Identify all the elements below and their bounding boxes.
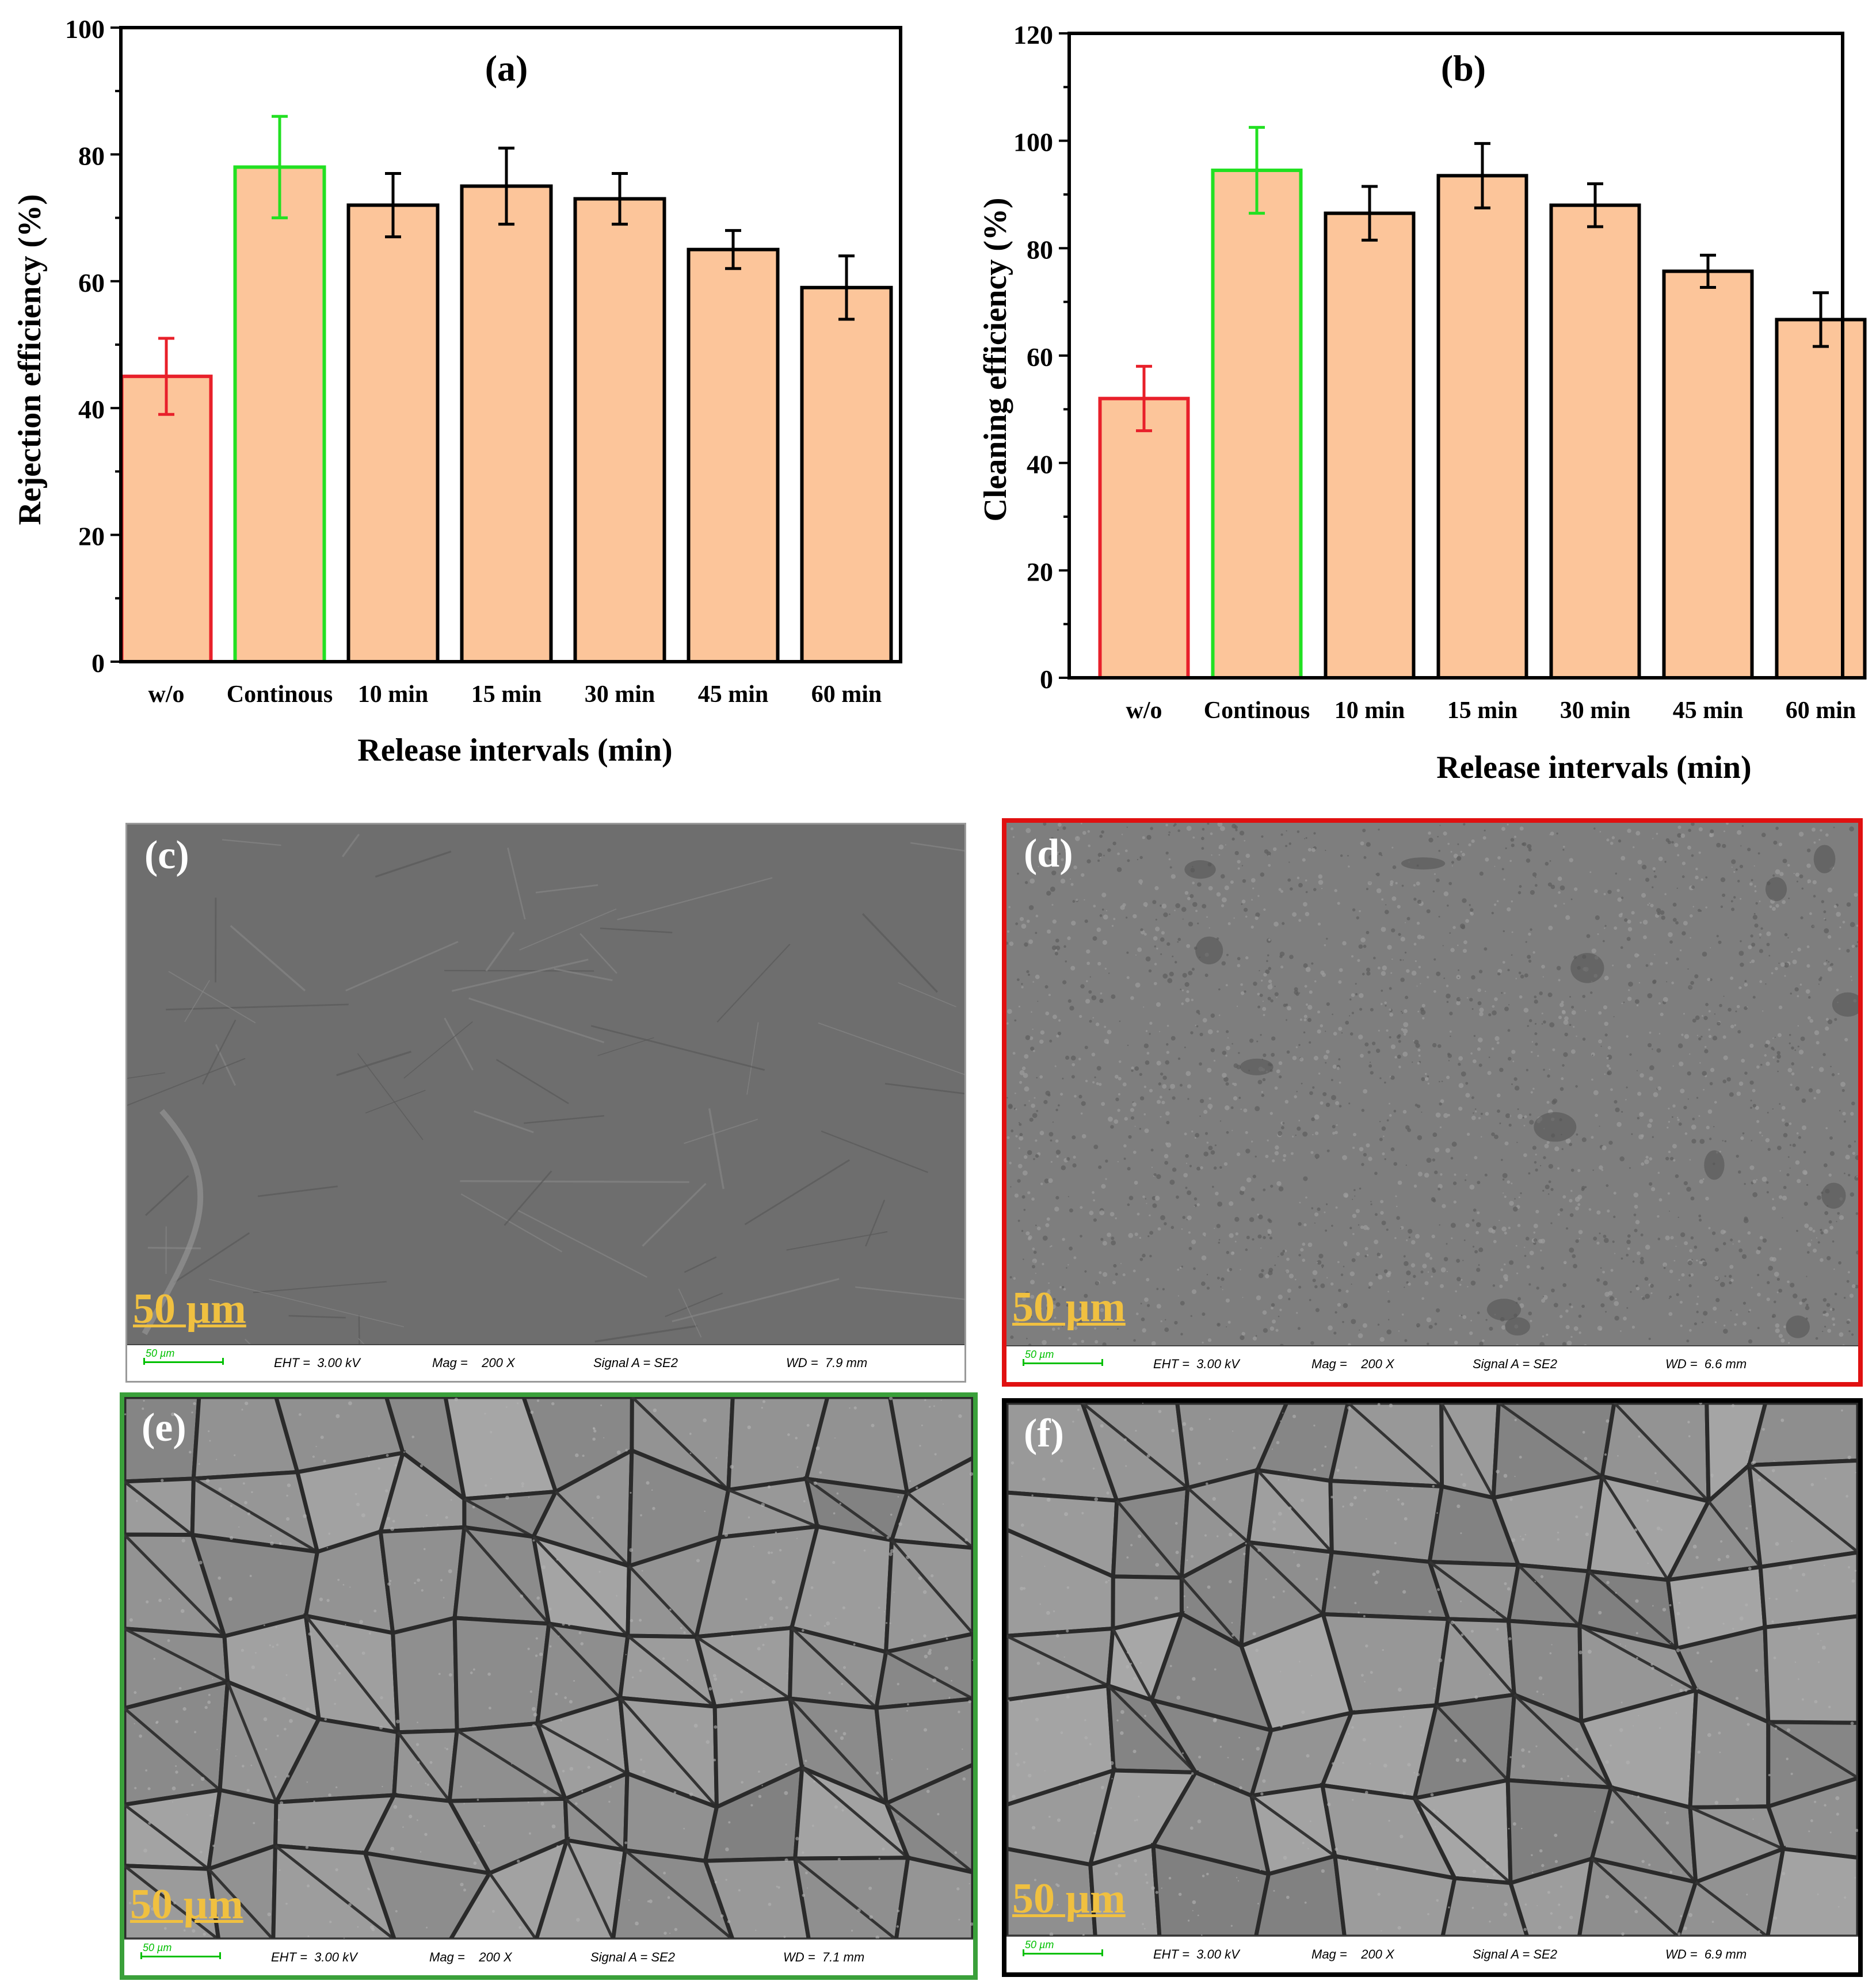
chart-a-bar-3 [460,184,553,663]
chart-b-y-tick-label: 60 [1027,342,1053,372]
sem-d-mag: Mag = 200 X [1311,1357,1394,1371]
sem-d-wd: WD = 6.6 mm [1665,1357,1747,1371]
chart-b-y-tick-label: 20 [1027,557,1053,586]
sem-e-signal: Signal A = SE2 [590,1950,675,1964]
chart-b-x-tick-label: 10 min [1334,697,1405,724]
chart-b-x-axis-label: Release intervals (min) [1436,750,1751,785]
sem-d-bar-label: 50 µm [1025,1349,1054,1360]
bar-chart-cleaning-efficiency: (b) Cleaning efficiency (%) Release inte… [978,20,1867,785]
chart-b-x-tick-label: w/o [1126,697,1162,724]
chart-a-x-tick-label: Continous [227,681,333,708]
sem-d-signal: Signal A = SE2 [1473,1357,1557,1371]
sem-image-f: (f) 50 µm 50 µm EHT = 3.00 kV Mag = 200 … [1002,1398,1863,1977]
sem-image-c: (c) 50 µm 50 µm EHT = 3.00 kV Mag = 200 … [125,823,966,1383]
chart-a-bar-6 [800,285,893,663]
chart-a-x-tick-label: 30 min [585,681,655,708]
sem-e-bar-label: 50 µm [143,1942,172,1953]
chart-b-x-tick-label: 30 min [1560,697,1631,724]
chart-a-y-tick-label: 60 [78,268,105,297]
chart-a-bar-2 [346,203,440,663]
sem-c-signal: Signal A = SE2 [593,1356,678,1370]
chart-a-x-tick-label: 15 min [471,681,542,708]
chart-a-y-tick-label: 0 [91,648,105,678]
sem-d-scale-label: 50 µm [1012,1284,1126,1331]
sem-c-panel-label: (c) [144,833,189,877]
chart-a-bar-1 [233,165,326,663]
chart-b-bar-6 [1775,318,1867,680]
sem-c-info-bar: 50 µm EHT = 3.00 kV Mag = 200 X Signal A… [127,1344,964,1381]
chart-b-x-tick-label: 60 min [1786,697,1856,724]
chart-a-y-tick-label: 20 [78,522,105,551]
sem-e-info-bar: 50 µm EHT = 3.00 kV Mag = 200 X Signal A… [124,1938,973,1975]
sem-c-scale-label: 50 µm [133,1285,246,1333]
sem-d-scale-bar [1023,1359,1103,1366]
chart-a-x-tick-label: w/o [148,681,185,708]
sem-f-signal: Signal A = SE2 [1473,1947,1557,1961]
sem-image-e: (e) 50 µm 50 µm EHT = 3.00 kV Mag = 200 … [120,1392,978,1980]
chart-a-x-tick-label: 10 min [358,681,429,708]
sem-texture [1006,823,1858,1346]
sem-texture [1006,1403,1858,1937]
sem-d-info-bar: 50 µm EHT = 3.00 kV Mag = 200 X Signal A… [1006,1345,1858,1382]
sem-f-scale-label: 50 µm [1012,1875,1126,1922]
sem-c-eht: EHT = 3.00 kV [274,1356,360,1370]
sem-c-bar-label: 50 µm [146,1348,175,1359]
sem-image-d: (d) 50 µm 50 µm EHT = 3.00 kV Mag = 200 … [1002,818,1863,1387]
sem-e-scale-label: 50 µm [130,1881,243,1928]
sem-e-panel-label: (e) [142,1406,186,1450]
sem-f-panel-label: (f) [1024,1411,1064,1456]
chart-b-y-axis-label: Cleaning efficiency (%) [978,198,1013,522]
chart-b-bar-1 [1211,169,1303,680]
chart-b-x-tick-label: 45 min [1673,697,1744,724]
chart-a-x-tick-label: 60 min [811,681,882,708]
chart-a-bar-5 [687,247,780,663]
sem-f-info-bar: 50 µm EHT = 3.00 kV Mag = 200 X Signal A… [1006,1936,1858,1972]
chart-b-y-tick-label: 80 [1027,235,1053,264]
chart-b-x-tick-label: Continous [1204,697,1310,724]
chart-b-y-tick-label: 100 [1013,128,1053,157]
sem-f-wd: WD = 6.9 mm [1665,1947,1747,1961]
sem-e-scale-bar [140,1952,221,1959]
chart-a-bar-0 [120,375,213,663]
chart-b-y-tick-label: 0 [1040,665,1053,694]
sem-f-mag: Mag = 200 X [1311,1947,1394,1961]
bar-chart-rejection-efficiency: (a) Rejection efficiency (%) Release int… [12,14,902,768]
chart-b-bar-4 [1549,203,1641,680]
sem-texture [124,1397,973,1940]
sem-d-panel-label: (d) [1024,831,1073,876]
chart-b-x-tick-label: 15 min [1447,697,1518,724]
chart-b-bar-3 [1436,174,1528,680]
chart-a-y-tick-label: 80 [78,141,105,170]
sem-c-mag: Mag = 200 X [432,1356,515,1370]
sem-f-bar-label: 50 µm [1025,1939,1054,1951]
chart-b-plot-frame [1067,32,1844,680]
chart-a-y-tick-label: 100 [65,14,105,44]
chart-b-y-tick-label: 120 [1013,20,1053,49]
chart-a-y-axis-label: Rejection efficiency (%) [12,194,48,525]
sem-f-scale-bar [1023,1949,1103,1956]
chart-b-y-tick-label: 40 [1027,450,1053,479]
chart-a-y-tick-label: 40 [78,395,105,424]
chart-a-plot-frame [119,26,902,663]
chart-b-panel-label: (b) [1441,48,1486,89]
chart-a-panel-label: (a) [485,48,528,89]
chart-b-bar-2 [1324,211,1416,680]
sem-c-scale-bar [143,1358,224,1365]
sem-f-eht: EHT = 3.00 kV [1153,1947,1240,1961]
chart-a-x-axis-label: Release intervals (min) [357,732,672,768]
chart-a-x-tick-label: 45 min [698,681,769,708]
chart-a-bar-4 [573,197,666,664]
sem-e-mag: Mag = 200 X [429,1950,512,1964]
sem-texture [127,825,964,1345]
sem-e-eht: EHT = 3.00 kV [271,1950,357,1964]
sem-e-wd: WD = 7.1 mm [783,1950,865,1964]
sem-d-eht: EHT = 3.00 kV [1153,1357,1240,1371]
sem-c-wd: WD = 7.9 mm [786,1356,868,1370]
chart-b-bar-0 [1098,396,1190,680]
chart-b-bar-5 [1662,269,1754,680]
